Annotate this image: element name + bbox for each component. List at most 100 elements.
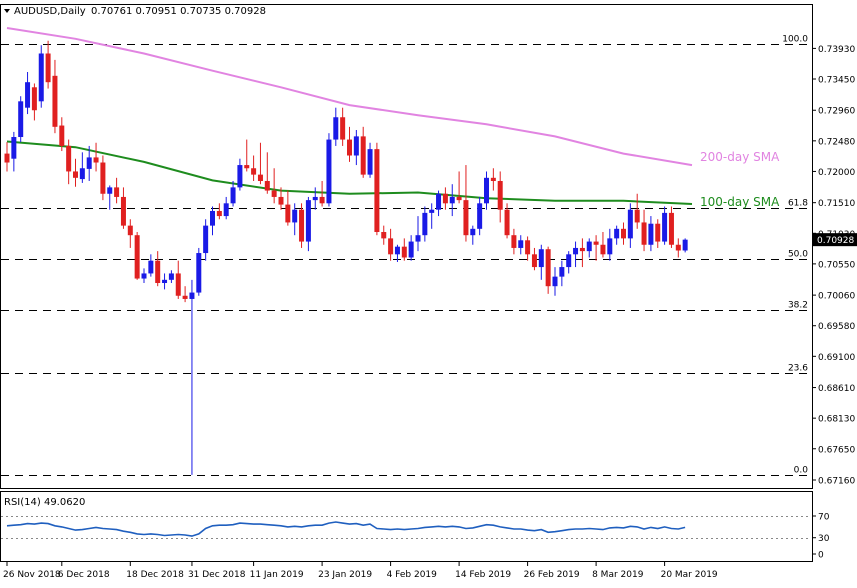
- candle-body: [326, 139, 332, 204]
- sma100-line: [6, 140, 693, 205]
- candle-bear: [175, 260, 181, 299]
- candle-bear: [45, 40, 51, 89]
- date-tick-label: 26 Nov 2018: [3, 570, 61, 580]
- candle-bear: [456, 171, 462, 204]
- price-tick-label: 0.68130: [818, 415, 855, 425]
- candle-body: [525, 240, 531, 255]
- candle-bull: [38, 45, 44, 108]
- candle-bull: [292, 203, 298, 236]
- candle-bull: [648, 216, 654, 252]
- date-tick-label: 14 Feb 2019: [455, 570, 511, 580]
- candle-body: [586, 241, 592, 252]
- candle-bear: [381, 225, 387, 245]
- candle-body: [38, 53, 44, 102]
- candle-body: [449, 196, 455, 204]
- candle-body: [573, 247, 579, 255]
- candle-body: [463, 200, 469, 236]
- candle-body: [408, 241, 414, 258]
- price-tick-label: 0.67160: [818, 477, 855, 487]
- date-tick-label: 8 Mar 2019: [592, 570, 644, 580]
- candle-body: [593, 241, 599, 245]
- candle-body: [415, 235, 421, 242]
- candle-bull: [210, 206, 215, 236]
- candle-bull: [518, 235, 524, 255]
- price-tick-label: 0.73930: [818, 45, 855, 55]
- candle-body: [216, 210, 222, 217]
- candle-bear: [319, 181, 325, 207]
- candle-bear: [600, 232, 606, 258]
- candle-body: [18, 101, 24, 138]
- candle-body: [347, 139, 352, 156]
- candle-body: [648, 223, 654, 245]
- date-tick-label: 11 Jan 2019: [250, 570, 304, 580]
- candle-bull: [11, 131, 17, 172]
- candle-body: [299, 209, 305, 242]
- candle-bull: [353, 130, 359, 166]
- candle-body: [456, 196, 462, 201]
- candle-bear: [100, 155, 106, 201]
- candle-bull: [141, 268, 147, 284]
- price-tick-label: 0.72000: [818, 168, 855, 178]
- candle-bear: [31, 83, 37, 121]
- price-tick-label: 0.70060: [818, 292, 855, 302]
- price-tick-label: 0.70550: [818, 260, 855, 270]
- candle-body: [107, 187, 113, 194]
- candle-bear: [264, 152, 270, 194]
- candle-body: [360, 136, 366, 175]
- price-tick-label: 0.73450: [818, 76, 855, 86]
- candle-bear: [244, 139, 250, 172]
- candle-body: [484, 177, 489, 204]
- candle-bear: [93, 142, 99, 172]
- axis-layer: 0.73930 0.73450 0.72960 0.72480 0.72000 0.715…: [3, 45, 857, 580]
- price-tick-label: 0.69100: [818, 353, 855, 363]
- sma100-label: 100-day SMA: [700, 195, 780, 209]
- candle-body: [662, 212, 668, 242]
- candle-body: [401, 246, 407, 258]
- sma200-label: 200-day SMA: [700, 150, 780, 164]
- candle-body: [11, 137, 17, 159]
- candle-bear: [655, 219, 661, 248]
- candle-body: [271, 190, 277, 197]
- candle-body: [162, 279, 168, 284]
- date-tick-label: 6 Dec 2018: [58, 570, 110, 580]
- candle-bear: [340, 107, 346, 146]
- candle-bull: [607, 228, 613, 261]
- candle-body: [552, 276, 558, 287]
- price-tick-label: 0.71510: [818, 199, 855, 209]
- candle-bull: [559, 260, 565, 287]
- candle-bear: [271, 168, 277, 204]
- candle-body: [538, 249, 544, 268]
- candle-bull: [422, 206, 428, 242]
- candle-bull: [86, 145, 92, 182]
- candle-body: [655, 223, 661, 242]
- candle-bull: [25, 71, 31, 115]
- candle-body: [627, 209, 633, 239]
- fib-level-label: 0.0: [794, 466, 809, 476]
- candle-body: [641, 222, 647, 245]
- candle-bull: [614, 225, 620, 245]
- candle-bull: [168, 270, 174, 284]
- candle-bull: [477, 196, 483, 236]
- candle-body: [477, 203, 483, 229]
- candle-body: [518, 240, 524, 248]
- candle-body: [490, 177, 496, 182]
- candle-body: [436, 193, 442, 210]
- candle-body: [45, 53, 51, 83]
- candle-body: [189, 292, 195, 299]
- candle-body: [531, 254, 537, 268]
- fib-level-label: 50.0: [788, 250, 808, 260]
- candle-bull: [566, 251, 572, 274]
- candle-bear: [675, 238, 681, 258]
- ohlc-readout: 0.70761 0.70951 0.70735 0.70928: [91, 6, 266, 17]
- candle-bear: [388, 228, 394, 261]
- candle-bull: [662, 206, 668, 245]
- candle-body: [634, 209, 640, 223]
- fib-level-label: 38.2: [788, 301, 808, 311]
- candle-bear: [401, 238, 407, 261]
- candle-body: [155, 260, 161, 284]
- candle-body: [59, 125, 65, 146]
- candle-bull: [162, 273, 168, 290]
- candle-body: [621, 228, 626, 239]
- candle-body: [237, 165, 243, 188]
